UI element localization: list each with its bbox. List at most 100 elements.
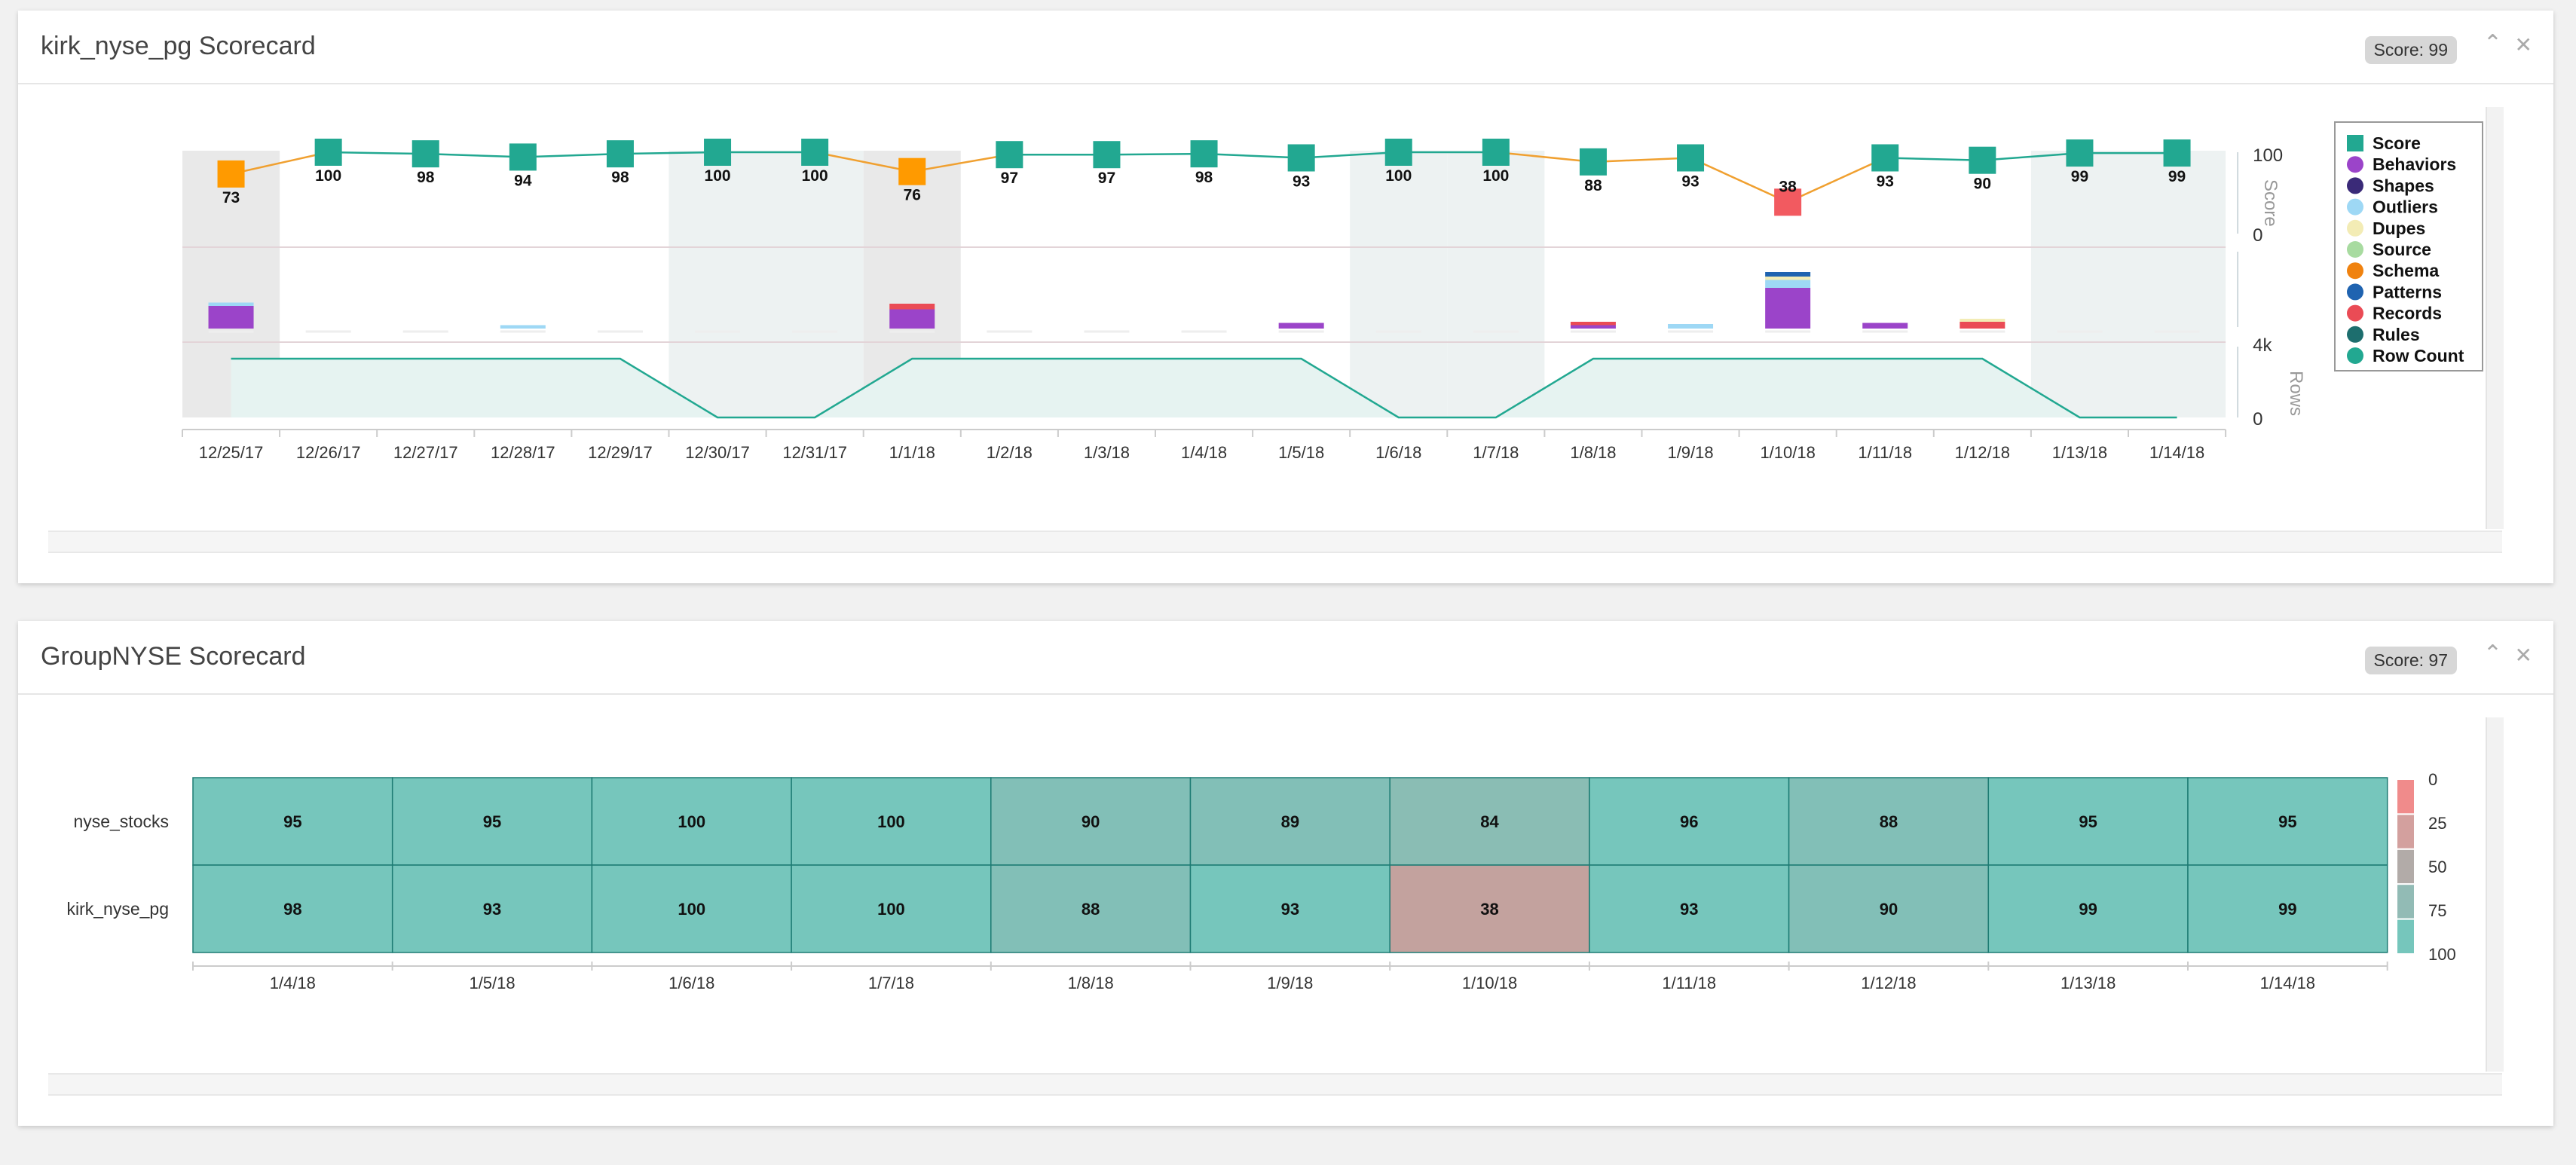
legend-marker [2347,135,2363,151]
score-point [898,157,926,185]
rows-tick-label: 4k [2253,335,2272,356]
legend-marker [2347,347,2363,364]
heatmap-cell-value: 95 [483,812,501,831]
heatmap-chart: nyse_stocks 95 95 100 100 90 89 84 96 88 95 95 kirk_… [66,770,2456,992]
heatmap-cell-value: 100 [877,900,905,919]
score-data-label: 38 [1779,178,1797,195]
heatmap-cell-value: 88 [1880,812,1898,831]
score-point [1677,144,1705,172]
legend-label: Outliers [2373,197,2438,217]
score-point [509,143,537,171]
color-scale-label: 100 [2428,945,2456,964]
findings-bar-segment [1668,324,1714,329]
legend-label: Row Count [2373,346,2464,365]
close-icon[interactable]: ✕ [2514,644,2532,667]
score-point [1579,148,1607,176]
legend-marker [2347,326,2363,343]
x-tick-label: 1/14/18 [2149,443,2204,462]
legend-marker [2347,262,2363,280]
score-data-label: 97 [1098,170,1115,187]
shaded-column [668,151,766,417]
findings-bar-segment [1765,280,1811,288]
heatmap-row-label: nyse_stocks [73,812,169,831]
heatmap-cell-value: 93 [1680,900,1698,919]
chevron-up-icon[interactable]: ⌃ [2483,31,2502,56]
heatmap-cell-value: 89 [1281,812,1299,831]
x-tick-label: 1/2/18 [987,443,1033,462]
x-tick-label: 12/28/17 [491,443,555,462]
score-data-label: 99 [2071,168,2088,185]
score-data-label: 100 [315,167,341,185]
shaded-column [2030,151,2128,417]
x-tick-label: 1/11/18 [1662,974,1716,992]
x-tick-label: 1/8/18 [1068,974,1114,992]
heatmap-cell [591,777,792,866]
legend-marker [2347,198,2363,216]
heatmap-cell [591,864,792,953]
panel-title: kirk_nyse_pg Scorecard [41,32,316,60]
score-data-label: 90 [1974,176,1991,193]
heatmap-cell [192,777,393,866]
score-data-label: 76 [904,187,921,204]
score-data-label: 94 [514,172,532,189]
horizontal-scrollbar[interactable] [48,1073,2502,1096]
x-tick-label: 1/7/18 [868,974,914,992]
score-point [314,139,342,166]
legend-marker [2347,219,2363,237]
findings-bar-segment [889,304,935,310]
x-tick-label: 1/5/18 [1278,443,1324,462]
shaded-column [2128,151,2226,417]
chevron-up-icon[interactable]: ⌃ [2483,641,2502,666]
close-icon[interactable]: ✕ [2514,33,2532,57]
x-tick-label: 1/5/18 [469,974,515,992]
heatmap-cell [791,864,992,953]
score-badge: Score: 99 [2364,36,2457,64]
heatmap-cell [1189,777,1390,866]
score-line [1690,157,1788,203]
score-line [425,152,523,158]
findings-bar-segment [1960,322,2005,329]
rows-tick-label: 0 [2253,409,2262,430]
heatmap-cell-value: 100 [678,812,705,831]
legend-label: Schema [2373,261,2439,280]
x-tick-label: 1/13/18 [2060,974,2116,992]
heatmap-cell [791,777,992,866]
heatmap-cell [192,864,393,953]
findings-bar-segment [1862,323,1908,329]
heatmap-cell [1589,864,1790,953]
heatmap-cell-value: 88 [1081,900,1100,919]
legend-label: Behaviors [2373,154,2456,174]
scrollbar[interactable] [2486,717,2504,1072]
heatmap-cell-value: 100 [678,900,705,919]
findings-bar-segment [1765,288,1811,329]
legend-marker [2347,156,2363,173]
horizontal-scrollbar[interactable] [48,531,2502,553]
findings-bar-segment [1765,277,1811,280]
score-tick-label: 0 [2253,225,2262,246]
findings-bar-segment [1960,319,2005,322]
score-data-label: 73 [222,189,240,206]
x-tick-label: 1/4/18 [1181,443,1227,462]
heatmap-row-label: kirk_nyse_pg [66,899,169,919]
score-point [996,141,1023,169]
x-tick-label: 1/8/18 [1570,443,1616,462]
x-tick-label: 1/14/18 [2260,974,2315,992]
findings-bar-segment [1570,322,1616,326]
legend-label: Source [2373,240,2431,259]
score-line [522,152,620,158]
heatmap-cell [391,864,593,953]
color-scale-label: 75 [2428,901,2446,920]
row-count-area [231,359,2177,417]
heatmap-cell-value: 95 [2278,812,2296,831]
heatmap-cell [1189,864,1390,953]
score-line [814,151,913,173]
heatmap-cell [1389,864,1590,953]
legend-label: Dupes [2373,219,2425,238]
score-point [1871,144,1899,172]
scrollbar[interactable] [2486,107,2504,529]
heatmap-cell-value: 99 [2278,900,2296,919]
score-data-label: 88 [1584,177,1602,194]
rows-axis-label: Rows [2286,371,2306,416]
x-tick-label: 1/4/18 [270,974,316,992]
